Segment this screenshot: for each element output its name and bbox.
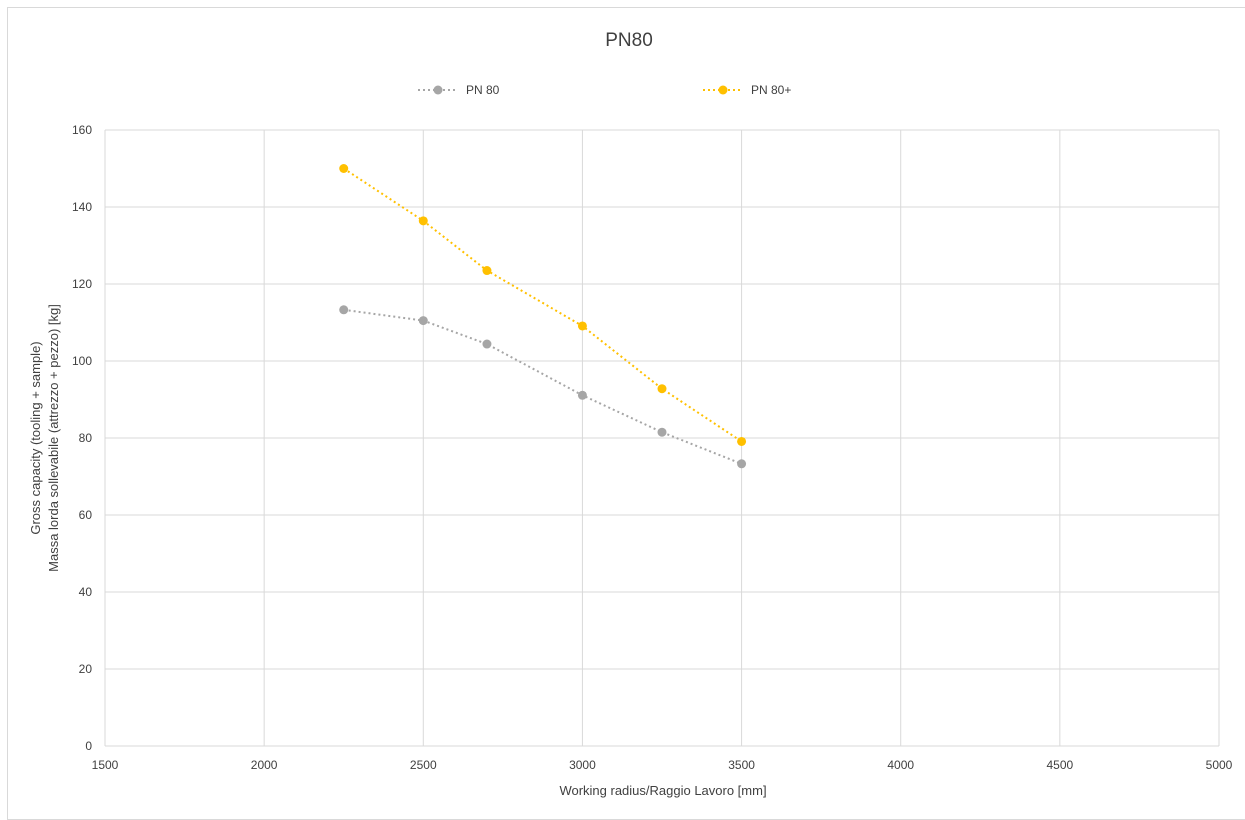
y-tick-label: 40 bbox=[79, 585, 93, 599]
y-axis-label-line-2: Massa lorda sollevabile (attrezzo + pezz… bbox=[46, 304, 61, 572]
y-tick-label: 160 bbox=[72, 123, 92, 137]
x-axis-label: Working radius/Raggio Lavoro [mm] bbox=[559, 783, 766, 798]
y-tick-label: 80 bbox=[79, 431, 93, 445]
x-tick-label: 2500 bbox=[410, 758, 437, 772]
series-0 bbox=[339, 305, 747, 469]
x-tick-label: 1500 bbox=[92, 758, 119, 772]
series-layer bbox=[339, 164, 747, 469]
y-tick-label: 20 bbox=[79, 662, 93, 676]
data-point bbox=[418, 316, 428, 326]
y-tick-label: 60 bbox=[79, 508, 93, 522]
series-line bbox=[343, 167, 743, 443]
y-tick-label: 120 bbox=[72, 277, 92, 291]
data-point bbox=[482, 266, 492, 276]
data-point bbox=[577, 321, 587, 331]
x-tick-label: 5000 bbox=[1206, 758, 1233, 772]
data-point bbox=[657, 427, 667, 437]
data-point bbox=[482, 339, 492, 349]
series-line bbox=[343, 308, 742, 465]
x-tick-label: 4000 bbox=[887, 758, 914, 772]
y-axis-label-line-1: Gross capacity (tooling + sample) bbox=[28, 341, 43, 534]
gridlines bbox=[104, 129, 1220, 747]
legend-swatch-marker bbox=[718, 85, 728, 95]
y-axis-label: Gross capacity (tooling + sample) Massa … bbox=[28, 304, 61, 572]
data-point bbox=[737, 459, 747, 469]
x-tick-label: 3500 bbox=[728, 758, 755, 772]
legend-swatch-marker bbox=[433, 85, 443, 95]
data-point bbox=[339, 164, 349, 173]
data-point bbox=[418, 216, 428, 226]
y-axis-ticks: 0 20 40 60 80 100 120 140 160 bbox=[72, 123, 92, 753]
y-tick-label: 100 bbox=[72, 354, 92, 368]
legend-label: PN 80+ bbox=[751, 83, 791, 97]
legend-item-1: PN 80+ bbox=[703, 83, 791, 97]
chart-frame bbox=[7, 7, 1245, 820]
data-point bbox=[339, 305, 349, 315]
x-tick-label: 2000 bbox=[251, 758, 278, 772]
y-tick-label: 0 bbox=[85, 739, 92, 753]
data-point bbox=[737, 436, 747, 446]
x-tick-label: 4500 bbox=[1047, 758, 1074, 772]
data-point bbox=[577, 390, 587, 400]
legend-label: PN 80 bbox=[466, 83, 500, 97]
series-1 bbox=[339, 164, 747, 446]
x-tick-label: 3000 bbox=[569, 758, 596, 772]
chart-title: PN80 bbox=[605, 30, 653, 51]
legend-item-0: PN 80 bbox=[418, 83, 500, 97]
data-point bbox=[657, 384, 667, 394]
x-axis-ticks: 1500 2000 2500 3000 3500 4000 4500 5000 bbox=[92, 758, 1233, 772]
legend: PN 80 PN 80+ bbox=[418, 83, 791, 97]
y-tick-label: 140 bbox=[72, 200, 92, 214]
